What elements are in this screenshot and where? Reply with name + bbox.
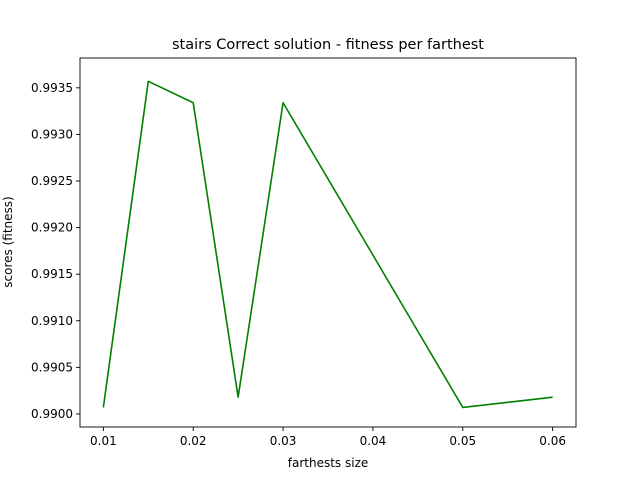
y-tick-label-2: 0.9910 [31,314,73,328]
x-tick-label-2: 0.03 [270,434,297,448]
y-axis-label: scores (fitness) [1,196,15,287]
series-line-0 [102,80,553,409]
y-tick-label-4: 0.9920 [31,221,73,235]
y-tick-label-3: 0.9915 [31,267,73,281]
axes-frame [79,57,577,428]
x-tick-label-4: 0.05 [449,434,476,448]
y-tick-label-0: 0.9900 [31,407,73,421]
x-tick-label-3: 0.04 [360,434,387,448]
y-tick-label-7: 0.9935 [31,81,73,95]
x-axis-label: farthests size [288,456,369,470]
x-tick-label-1: 0.02 [180,434,207,448]
plot-area: 0.01 0.02 0.03 0.04 0.05 0.06 0.9900 0.9905 0.99… [31,57,577,448]
chart-title: stairs Correct solution - fitness per fa… [172,37,484,53]
y-tick-label-5: 0.9925 [31,174,73,188]
x-tick-label-0: 0.01 [90,434,117,448]
y-tick-label-6: 0.9930 [31,127,73,141]
x-tick-label-5: 0.06 [539,434,566,448]
y-tick-label-1: 0.9905 [31,360,73,374]
